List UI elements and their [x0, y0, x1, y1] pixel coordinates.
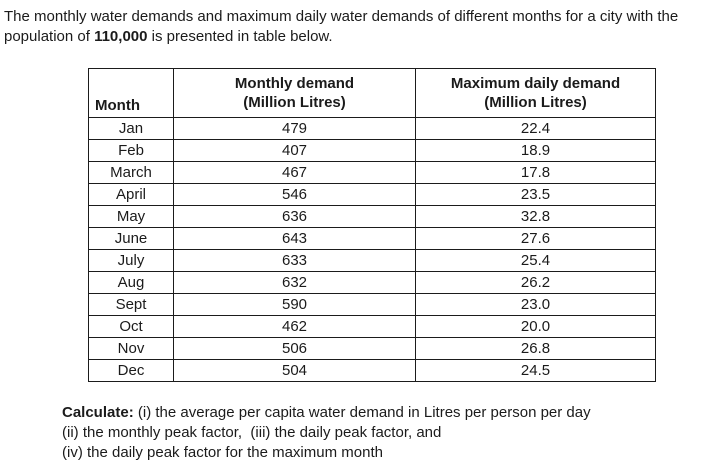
table-row: Oct 462 20.0 — [88, 315, 656, 338]
cell-month: Sept — [88, 293, 174, 316]
table-row: May 636 32.8 — [88, 205, 656, 228]
cell-monthly-demand: 636 — [173, 205, 416, 228]
cell-monthly-demand: 504 — [173, 359, 416, 382]
table-row: Aug 632 26.2 — [88, 271, 656, 294]
cell-month: April — [88, 183, 174, 206]
cell-monthly-demand: 506 — [173, 337, 416, 360]
table-row: Dec 504 24.5 — [88, 359, 656, 382]
table-header-row: Month Monthly demand (Million Litres) Ma… — [88, 68, 656, 118]
calculate-line1-rest: (i) the average per capita water demand … — [133, 404, 591, 421]
cell-month: May — [88, 205, 174, 228]
cell-max-daily-demand: 18.9 — [415, 139, 656, 162]
intro-text-after: is presented in table below. — [147, 28, 333, 45]
header-max-daily-demand-line1: Maximum daily demand — [450, 75, 621, 92]
cell-monthly-demand: 632 — [173, 271, 416, 294]
table-row: Nov 506 26.8 — [88, 337, 656, 360]
intro-text: The monthly water demands and maximum da… — [0, 0, 721, 47]
intro-text-before: The monthly water demands and maximum da… — [4, 8, 679, 45]
cell-monthly-demand: 633 — [173, 249, 416, 272]
header-monthly-demand-line2: (Million Litres) — [243, 94, 346, 111]
header-max-daily-demand: Maximum daily demand (Million Litres) — [415, 68, 656, 118]
cell-month: June — [88, 227, 174, 250]
calculate-label: Calculate: — [62, 404, 134, 421]
table-row: Feb 407 18.9 — [88, 139, 656, 162]
cell-month: Feb — [88, 139, 174, 162]
header-month: Month — [88, 68, 174, 118]
cell-monthly-demand: 643 — [173, 227, 416, 250]
cell-max-daily-demand: 24.5 — [415, 359, 656, 382]
cell-month: Dec — [88, 359, 174, 382]
cell-monthly-demand: 407 — [173, 139, 416, 162]
table-row: March 467 17.8 — [88, 161, 656, 184]
calculate-text: Calculate: (i) the average per capita wa… — [62, 403, 721, 463]
water-demand-table: Month Monthly demand (Million Litres) Ma… — [88, 68, 656, 382]
cell-month: July — [88, 249, 174, 272]
cell-max-daily-demand: 23.5 — [415, 183, 656, 206]
cell-max-daily-demand: 27.6 — [415, 227, 656, 250]
cell-max-daily-demand: 26.8 — [415, 337, 656, 360]
table-header: Month Monthly demand (Million Litres) Ma… — [88, 68, 656, 118]
cell-max-daily-demand: 32.8 — [415, 205, 656, 228]
cell-max-daily-demand: 26.2 — [415, 271, 656, 294]
calculate-line-2: (ii) the monthly peak factor, (iii) the … — [62, 424, 442, 441]
table-body: Jan 479 22.4 Feb 407 18.9 March 467 17.8… — [88, 117, 656, 382]
table-row: April 546 23.5 — [88, 183, 656, 206]
header-monthly-demand-line1: Monthly demand — [234, 75, 355, 92]
cell-monthly-demand: 462 — [173, 315, 416, 338]
calculate-line-3: (iv) the daily peak factor for the maxim… — [62, 444, 383, 461]
population-value: 110,000 — [94, 28, 148, 45]
cell-max-daily-demand: 17.8 — [415, 161, 656, 184]
cell-month: March — [88, 161, 174, 184]
cell-max-daily-demand: 25.4 — [415, 249, 656, 272]
cell-monthly-demand: 590 — [173, 293, 416, 316]
cell-monthly-demand: 546 — [173, 183, 416, 206]
cell-max-daily-demand: 22.4 — [415, 117, 656, 140]
cell-month: Aug — [88, 271, 174, 294]
header-monthly-demand: Monthly demand (Million Litres) — [173, 68, 416, 118]
cell-max-daily-demand: 20.0 — [415, 315, 656, 338]
table-row: Jan 479 22.4 — [88, 117, 656, 140]
table-row: Sept 590 23.0 — [88, 293, 656, 316]
cell-monthly-demand: 479 — [173, 117, 416, 140]
header-max-daily-demand-line2: (Million Litres) — [484, 94, 587, 111]
cell-max-daily-demand: 23.0 — [415, 293, 656, 316]
cell-month: Jan — [88, 117, 174, 140]
calculate-line-1: Calculate: (i) the average per capita wa… — [62, 403, 721, 423]
cell-month: Nov — [88, 337, 174, 360]
cell-month: Oct — [88, 315, 174, 338]
cell-monthly-demand: 467 — [173, 161, 416, 184]
table-row: July 633 25.4 — [88, 249, 656, 272]
table-row: June 643 27.6 — [88, 227, 656, 250]
